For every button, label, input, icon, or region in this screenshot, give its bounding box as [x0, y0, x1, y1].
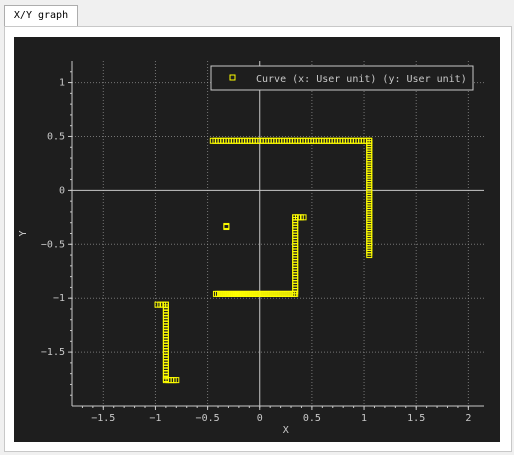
x-tick-label: 0	[257, 413, 263, 424]
y-axis-title: Y	[18, 230, 29, 236]
xy-plot[interactable]: −1.5 −1 −0.5 0 0.5 1 1.5 2 1 0.5 0 −0.5 −1 −1.5 Curve…	[14, 37, 500, 442]
legend: Curve (x: User unit) (y: User unit)	[210, 65, 474, 91]
legend-label: Curve (x: User unit) (y: User unit)	[256, 74, 467, 85]
x-tick-label: −1	[149, 413, 161, 424]
data-points	[154, 137, 373, 384]
x-tick-label: 0.5	[303, 413, 321, 424]
xy-chart: −1.5 −1 −0.5 0 0.5 1 1.5 2 1 0.5 0 −0.5 −1 −1.5 Curve…	[18, 61, 484, 436]
x-tick-label: −0.5	[196, 413, 220, 424]
y-tick-label: 0	[59, 185, 65, 196]
y-tick-label: −1.5	[41, 347, 65, 358]
ticks: −1.5 −1 −0.5 0 0.5 1 1.5 2 1 0.5 0 −0.5 −1 −1.5	[41, 71, 471, 424]
legend-marker	[229, 74, 236, 81]
data-point	[300, 214, 307, 221]
axes	[71, 61, 484, 407]
x-tick-label: −1.5	[91, 413, 115, 424]
y-tick-label: −0.5	[41, 239, 65, 250]
data-point	[366, 252, 373, 259]
x-tick-label: 2	[465, 413, 471, 424]
tab-xy-graph[interactable]: X/Y graph	[4, 5, 78, 27]
y-tick-label: 1	[59, 78, 65, 89]
y-tick-label: 0.5	[47, 131, 65, 142]
x-tick-label: 1	[361, 413, 367, 424]
grid-lines	[72, 61, 484, 406]
x-tick-label: 1.5	[407, 413, 425, 424]
y-tick-label: −1	[53, 293, 65, 304]
legend-box	[210, 65, 474, 91]
data-point	[173, 377, 180, 384]
data-point	[223, 224, 230, 231]
tab-bar: X/Y graph	[0, 0, 514, 28]
x-axis-title: X	[283, 425, 289, 436]
